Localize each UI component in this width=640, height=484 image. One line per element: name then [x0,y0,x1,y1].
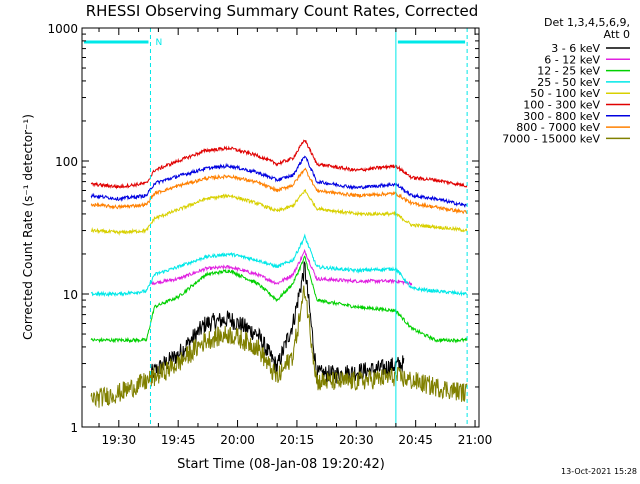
legend-label-3: 25 - 50 keV [537,76,600,89]
legend-label-8: 7000 - 15000 keV [502,132,600,145]
legend-header-line-1: Det 1,3,4,5,6,9, [544,16,630,29]
x-tick-label: 19:45 [161,433,196,447]
timestamp-label: 13-Oct-2021 15:28 [561,467,637,476]
series-line-4 [91,188,468,236]
legend-header-line-2: Att 0 [604,28,630,41]
saa-marker-label: N [155,38,162,48]
series-line-5 [90,139,468,190]
series-line-3 [90,233,467,298]
x-tick-label: 20:30 [339,433,374,447]
legend-label-7: 800 - 7000 keV [516,121,600,134]
legend-label-6: 300 - 800 keV [523,110,600,123]
legend-label-2: 12 - 25 keV [537,65,600,78]
series-line-1 [150,248,413,287]
series-line-7 [90,167,468,215]
y-tick-label: 1000 [47,22,78,36]
x-tick-label: 20:45 [398,433,433,447]
y-tick-label: 1 [70,421,78,435]
series-line-6 [90,155,467,208]
plot-frame [81,27,480,428]
legend-label-1: 6 - 12 keV [544,53,600,66]
x-tick-label: 20:00 [220,433,255,447]
legend-label-5: 100 - 300 keV [523,99,600,112]
legend-label-4: 50 - 100 keV [530,87,600,100]
series-line-0 [150,261,405,384]
x-tick-label: 19:30 [102,433,137,447]
y-tick-label: 10 [63,288,78,302]
x-tick-label: 20:15 [280,433,315,447]
series-line-8 [90,285,468,408]
x-tick-label: 21:00 [458,433,493,447]
y-tick-label: 100 [55,155,78,169]
series-line-2 [90,255,468,344]
legend-label-0: 3 - 6 keV [551,42,600,55]
chart-title: RHESSI Observing Summary Count Rates, Co… [86,2,479,20]
y-axis-label: Corrected Count Rate (s⁻¹ detector⁻¹) [21,114,35,340]
x-axis-label: Start Time (08-Jan-08 19:20:42) [177,457,385,472]
